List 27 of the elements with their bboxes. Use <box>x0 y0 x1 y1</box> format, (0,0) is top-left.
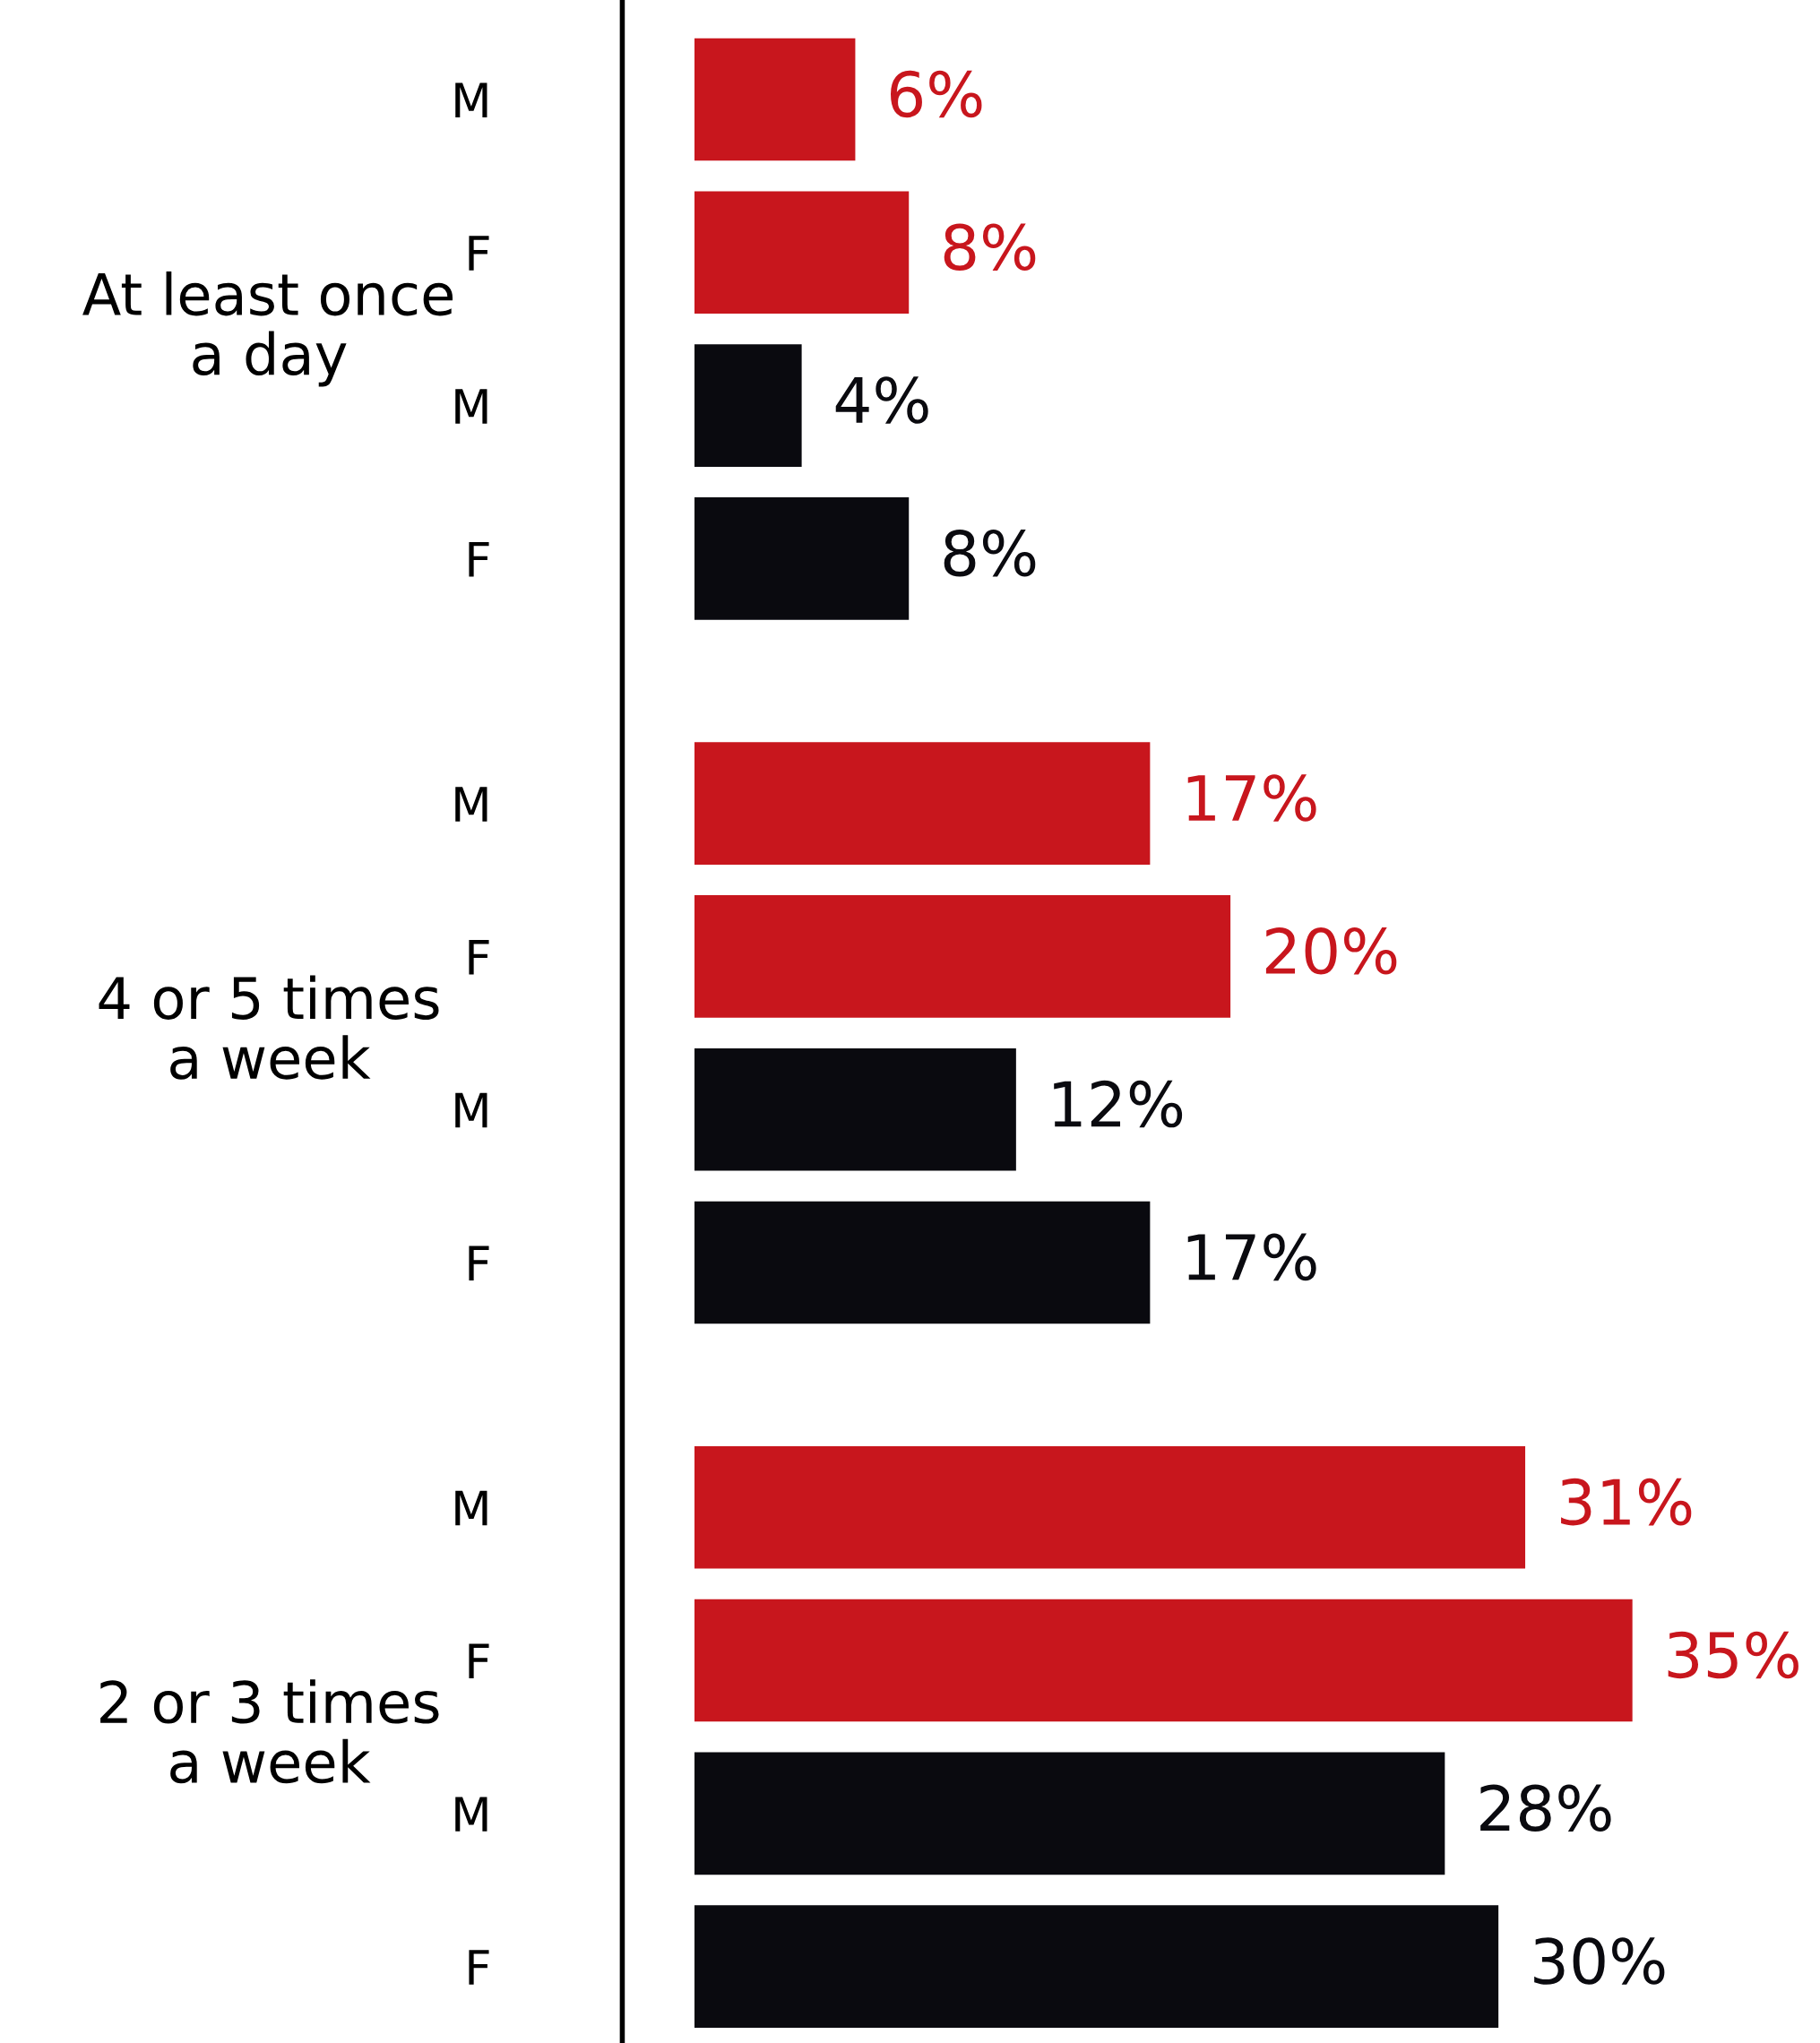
y-tick-label: M <box>455 1092 487 1128</box>
y-tick-label: F <box>469 236 489 271</box>
data-label: 20% <box>1265 927 1397 975</box>
y-tick-label: F <box>469 541 489 577</box>
data-label: 31% <box>1561 1478 1692 1526</box>
data-label: 30% <box>1534 1937 1665 1985</box>
text: At least once a day <box>82 271 453 387</box>
y-tick-label: M <box>455 82 487 118</box>
data-label: 8% <box>944 223 1036 271</box>
text: 4 or 5 times a week <box>99 975 439 1080</box>
data-label: 12% <box>1054 1080 1183 1128</box>
data-label: 28% <box>1480 1784 1611 1832</box>
y-tick-label: M <box>455 389 487 424</box>
y-tick-label: M <box>455 787 487 822</box>
y-tick-label: F <box>469 939 489 975</box>
data-label: 8% <box>944 529 1036 577</box>
data-label: 6% <box>891 70 982 118</box>
data-label: 17% <box>1187 1233 1316 1281</box>
y-tick-label: M <box>455 1797 487 1832</box>
data-label: 17% <box>1187 774 1316 822</box>
y-tick-label: F <box>469 1950 489 1985</box>
y-tick-label: F <box>469 1246 489 1281</box>
y-tick-label: F <box>469 1643 489 1679</box>
data-label: 4% <box>835 376 928 424</box>
text: 2 or 3 times a week <box>100 1679 439 1784</box>
data-label: 35% <box>1668 1631 1798 1679</box>
y-tick-label: M <box>455 1490 487 1526</box>
